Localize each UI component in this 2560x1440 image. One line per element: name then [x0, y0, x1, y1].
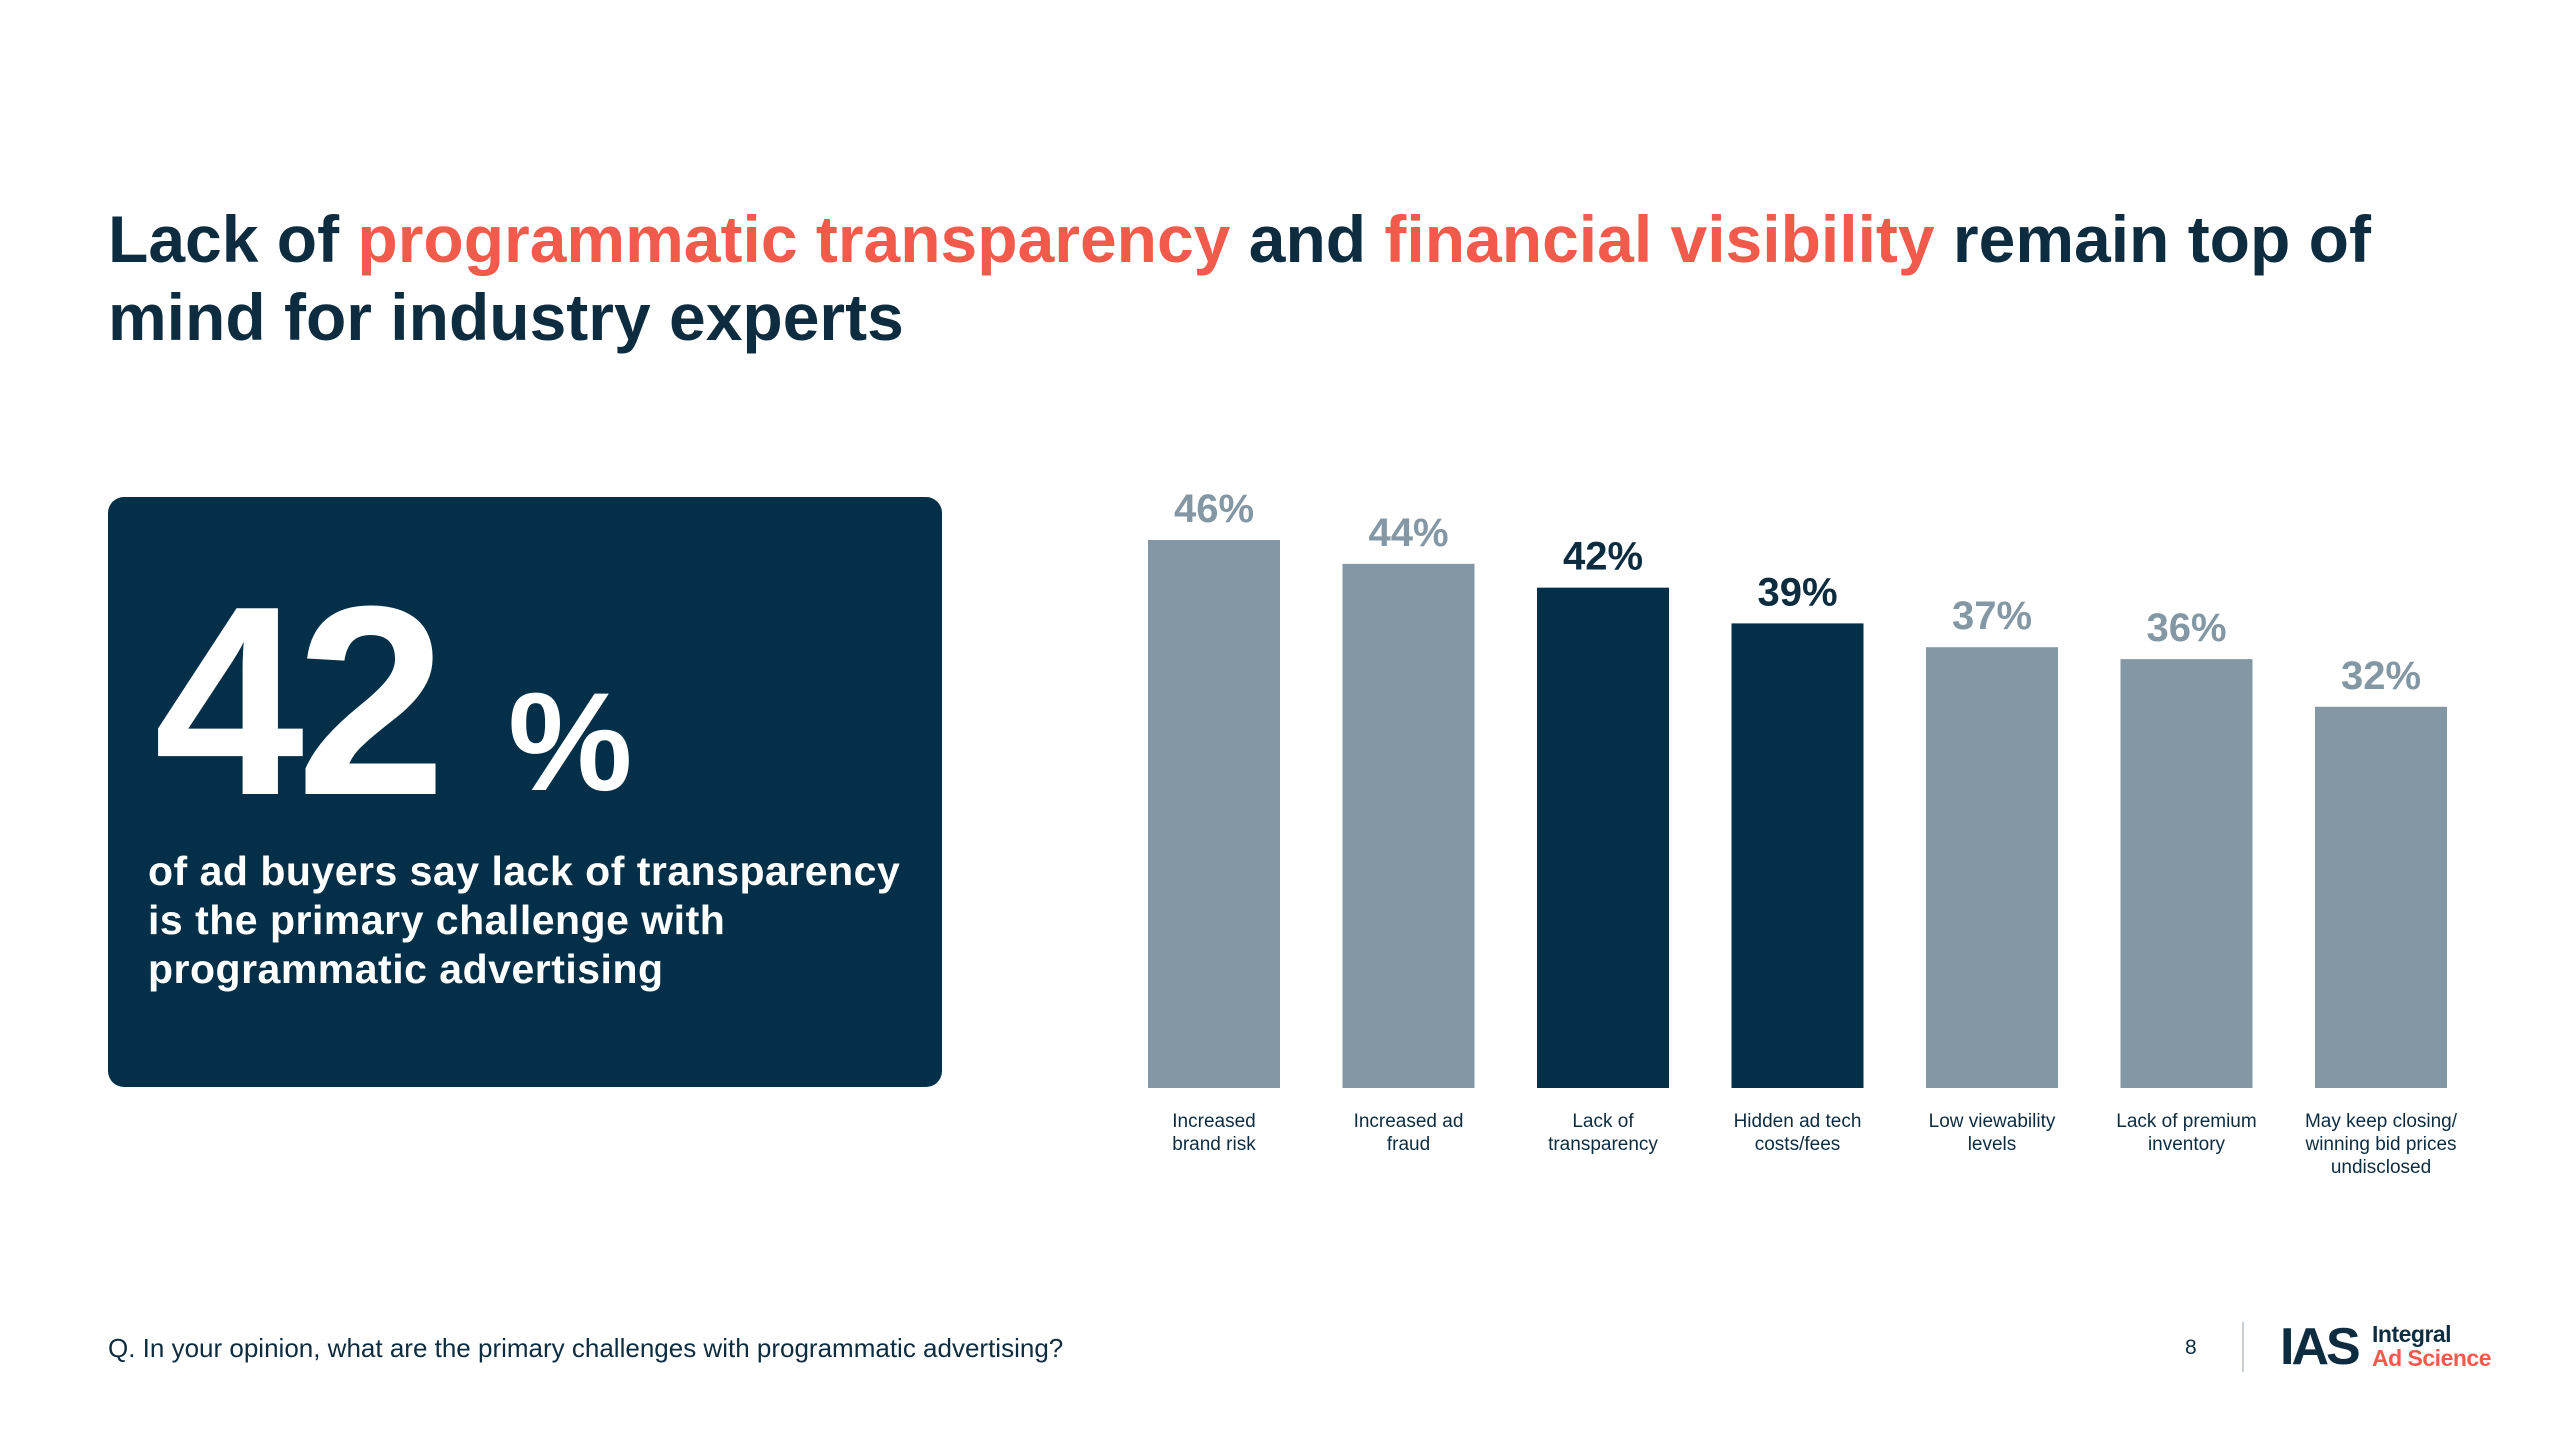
bar-5 — [1926, 647, 2058, 1088]
bar-6 — [2120, 659, 2253, 1088]
headline-part-3: remain top of mind for industry experts — [108, 202, 2371, 354]
logo-line-1: Integral — [2372, 1321, 2452, 1347]
page-number: 8 — [2185, 1336, 2197, 1359]
category-label: Low viewability levels — [1929, 1111, 2056, 1155]
bar-value-label: 42% — [1563, 535, 1643, 579]
logo-wordmark: Integral Ad Science — [2372, 1321, 2492, 1371]
headline-highlight-transparency: programmatic transparency — [357, 202, 1231, 276]
category-label: Hidden ad tech costs/fees — [1734, 1111, 1862, 1155]
headline-part-1: Lack of — [108, 202, 358, 276]
headline-part-2: and — [1230, 202, 1385, 276]
footer-divider — [2242, 1322, 2244, 1372]
bar-value-label: 39% — [1757, 570, 1837, 614]
category-label: Lack of premium inventory — [2116, 1111, 2256, 1155]
survey-question-footnote: Q. In your opinion, what are the primary… — [108, 1333, 1064, 1363]
key-stat-number: 42 — [154, 551, 446, 852]
category-label: Increased brand risk — [1172, 1111, 1256, 1155]
key-stat-caption: of ad buyers say lack of transparency is… — [148, 848, 901, 992]
ias-logo: IAS Integral Ad Science — [2280, 1318, 2500, 1376]
key-stat-unit: % — [508, 663, 633, 820]
logo-line-2: Ad Science — [2372, 1345, 2492, 1371]
bar-value-label: 37% — [1952, 594, 2032, 638]
bar-7 — [2315, 706, 2447, 1088]
bar-value-label: 44% — [1368, 511, 1448, 555]
bar-1 — [1148, 540, 1280, 1088]
challenges-bar-chart: 46% Increased brand risk 44% Increased ad fra… — [1148, 487, 2458, 1178]
category-label: Increased ad fraud — [1354, 1111, 1464, 1155]
bar-value-label: 36% — [2146, 606, 2226, 650]
headline-highlight-financial: financial visibility — [1384, 202, 1935, 276]
category-label: Lack of transparency — [1548, 1111, 1658, 1155]
bar-4 — [1731, 623, 1864, 1088]
category-label: May keep closing/winning bid prices undis… — [2304, 1111, 2457, 1178]
page-title: Lack of programmatic transparency and fi… — [108, 200, 2408, 356]
bar-3 — [1537, 587, 1669, 1088]
bar-value-label: 46% — [1174, 487, 1254, 531]
bar-2 — [1342, 563, 1475, 1088]
bar-value-label: 32% — [2341, 654, 2421, 698]
logo-mark: IAS — [2280, 1318, 2361, 1376]
key-stat-card: 42 % of ad buyers say lack of transparen… — [108, 497, 942, 1087]
